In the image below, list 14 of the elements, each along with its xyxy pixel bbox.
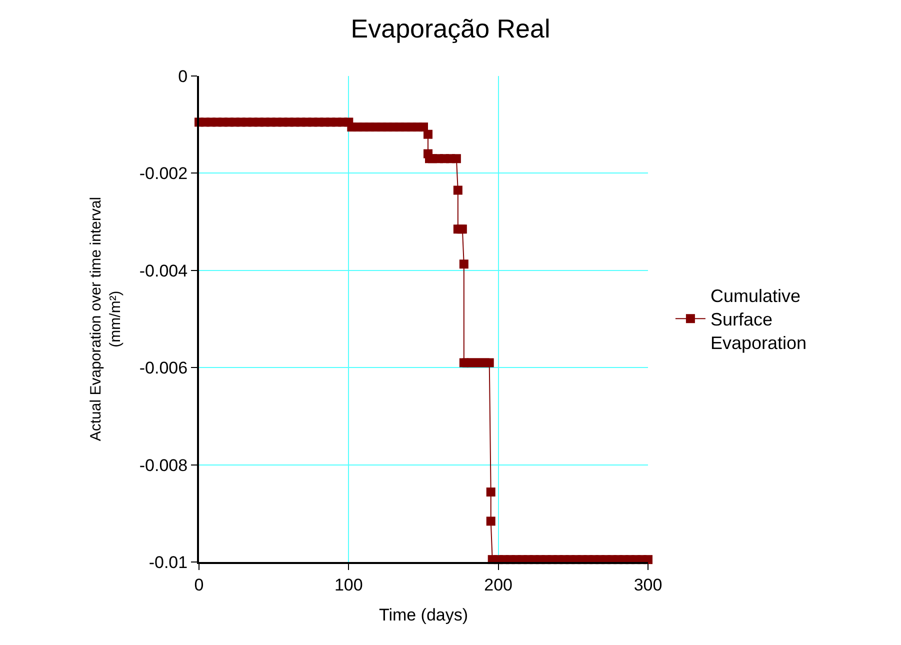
y-tick-label: -0.004	[139, 261, 188, 280]
y-tick-label: -0.002	[139, 164, 188, 184]
x-tick-label: 100	[334, 575, 363, 594]
y-tick-label: -0.008	[139, 456, 188, 475]
y-tick-label: 0	[178, 66, 188, 86]
y-axis-title: Actual Evaporation over time interval (mm/m²)	[88, 196, 124, 442]
legend-label: Cumulative Surface Evaporation	[710, 286, 807, 354]
x-tick-label: 200	[484, 575, 513, 594]
y-tick-label: -0.006	[139, 358, 188, 378]
x-tick-label: 0	[194, 575, 204, 594]
chart-title: Evaporação Real	[350, 14, 550, 44]
x-tick-label: 300	[634, 575, 662, 594]
x-axis-title: Time (days)	[378, 605, 468, 624]
y-tick-label: -0.01	[148, 552, 188, 572]
